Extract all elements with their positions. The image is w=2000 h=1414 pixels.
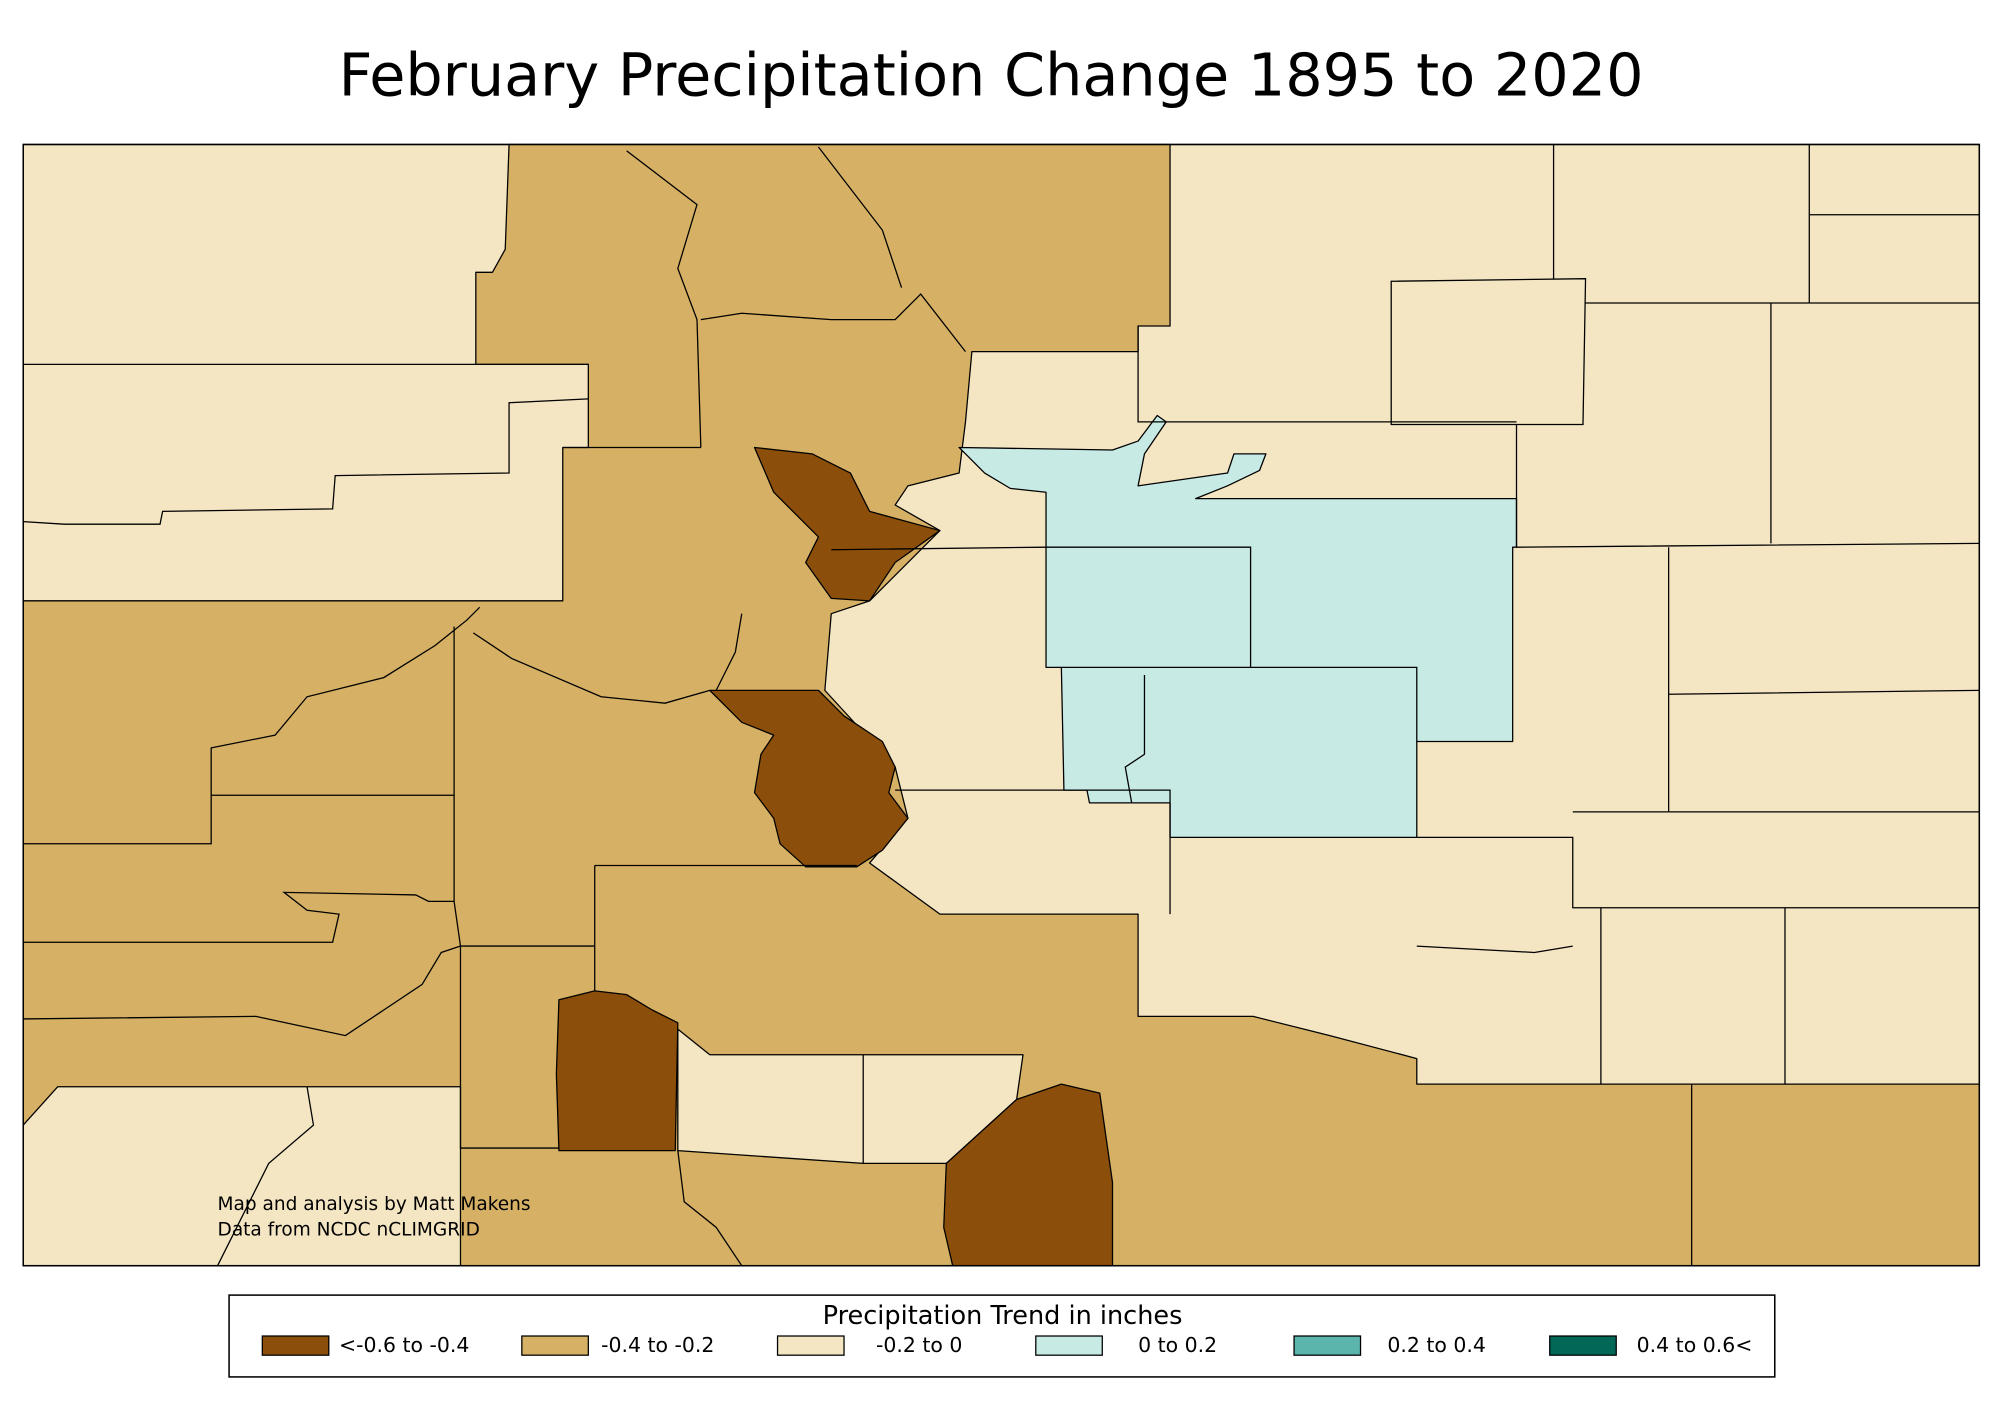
- legend-swatch: [1549, 1335, 1617, 1356]
- legend-label: -0.4 to -0.2: [601, 1333, 714, 1357]
- legend-title: Precipitation Trend in inches: [823, 1301, 1183, 1331]
- legend-swatch: [1035, 1335, 1103, 1356]
- county-region: [753, 446, 941, 602]
- legend-swatch: [261, 1335, 330, 1356]
- credit-text: Data from NCDC nCLIMGRID: [218, 1219, 480, 1240]
- county-region: [709, 689, 909, 868]
- credit-text: Map and analysis by Matt Makens: [218, 1194, 531, 1215]
- legend-label: 0.4 to 0.6<: [1637, 1333, 1753, 1357]
- counties: [22, 143, 1980, 1267]
- county-borders: [23, 144, 1980, 1267]
- legend-swatch: [521, 1335, 589, 1356]
- legend-label: 0.2 to 0.4: [1387, 1333, 1486, 1357]
- map-frame: [22, 143, 1981, 1267]
- legend-label: -0.2 to 0: [876, 1333, 962, 1357]
- county-region: [943, 1083, 1114, 1267]
- county-region: [958, 414, 1518, 839]
- legend: Precipitation Trend in inches <-0.6 to -…: [228, 1294, 1776, 1378]
- legend-label: <-0.6 to -0.4: [339, 1333, 469, 1357]
- map-title: February Precipitation Change 1895 to 20…: [339, 40, 1644, 109]
- legend-swatch: [776, 1335, 845, 1356]
- legend-swatch: [1293, 1335, 1362, 1356]
- legend-label: 0 to 0.2: [1138, 1333, 1217, 1357]
- county-region: [555, 990, 679, 1152]
- legend-box: [228, 1294, 1776, 1378]
